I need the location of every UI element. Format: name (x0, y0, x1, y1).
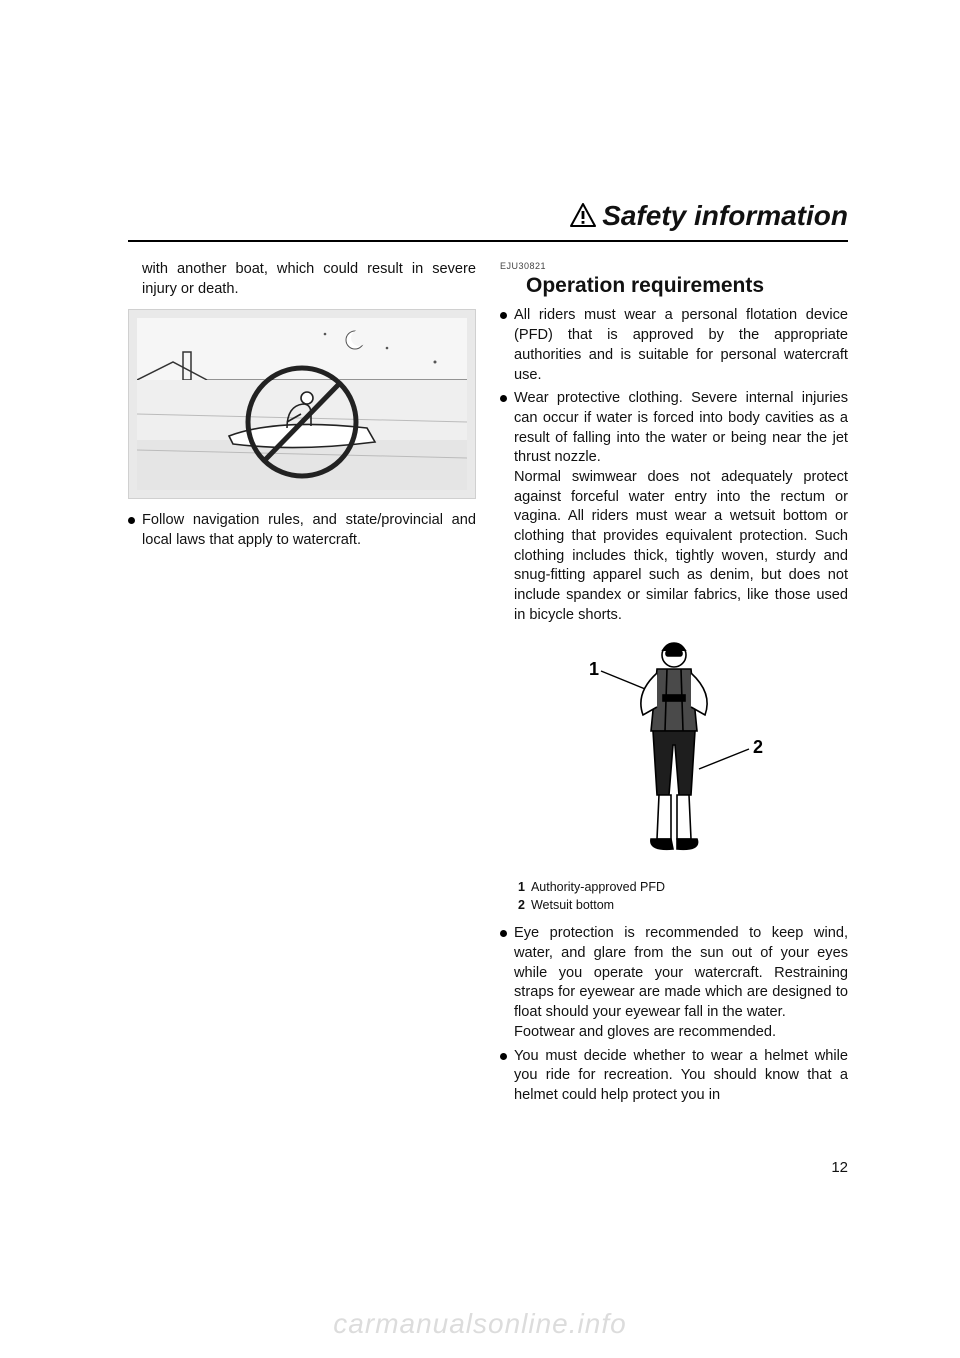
right-bullet-item: You must decide whether to wear a helmet… (500, 1047, 848, 1106)
page-content: Safety information with another boat, wh… (128, 200, 848, 1110)
left-bullet-item: Follow navigation rules, and state/provi… (128, 511, 476, 550)
bullet-sub-text: Normal swimwear does not adequately prot… (514, 468, 848, 626)
bullet-text: You must decide whether to wear a helmet… (514, 1048, 848, 1103)
right-bullet-item: Wear protective clothing. Severe interna… (500, 389, 848, 625)
warning-icon (570, 202, 596, 234)
bullet-text: Wear protective clothing. Severe interna… (514, 390, 848, 465)
bullet-sub-text: Footwear and gloves are recommended. (514, 1023, 848, 1043)
callout-row: 1 Authority-approved PFD (518, 878, 848, 896)
left-bullet-list: Follow navigation rules, and state/provi… (128, 511, 476, 550)
prohibition-illustration (137, 318, 467, 490)
continuation-paragraph: with another boat, which could result in… (128, 260, 476, 299)
bullet-text: Follow navigation rules, and state/provi… (142, 512, 476, 548)
callout-num: 1 (518, 880, 525, 894)
right-column: EJU30821 Operation requirements All ride… (500, 260, 848, 1110)
bullet-text: Eye protection is recommended to keep wi… (514, 925, 848, 1020)
two-column-layout: with another boat, which could result in… (128, 260, 848, 1110)
callout-label-1: 1 (589, 659, 599, 679)
callout-label-2: 2 (753, 737, 763, 757)
callout-text: Wetsuit bottom (531, 898, 614, 912)
callout-row: 2 Wetsuit bottom (518, 896, 848, 914)
right-bullet-item: Eye protection is recommended to keep wi… (500, 924, 848, 1042)
section-code: EJU30821 (500, 260, 848, 272)
callout-text: Authority-approved PFD (531, 880, 665, 894)
bullet-text: All riders must wear a personal flotatio… (514, 307, 848, 382)
header-title-text: Safety information (602, 200, 848, 231)
page-header: Safety information (128, 200, 848, 242)
night-riding-prohibited-figure (128, 309, 476, 499)
callout-num: 2 (518, 898, 525, 912)
figure-callouts: 1 Authority-approved PFD 2 Wetsuit bottom (518, 878, 848, 914)
section-heading: Operation requirements (500, 272, 848, 300)
left-column: with another boat, which could result in… (128, 260, 476, 1110)
page-number: 12 (831, 1159, 848, 1176)
right-bullet-item: All riders must wear a personal flotatio… (500, 306, 848, 385)
watermark-text: carmanualsonline.info (0, 1308, 960, 1340)
right-bullet-list: All riders must wear a personal flotatio… (500, 306, 848, 625)
rider-clothing-figure: 1 2 (539, 635, 809, 872)
right-bullet-list-2: Eye protection is recommended to keep wi… (500, 924, 848, 1105)
